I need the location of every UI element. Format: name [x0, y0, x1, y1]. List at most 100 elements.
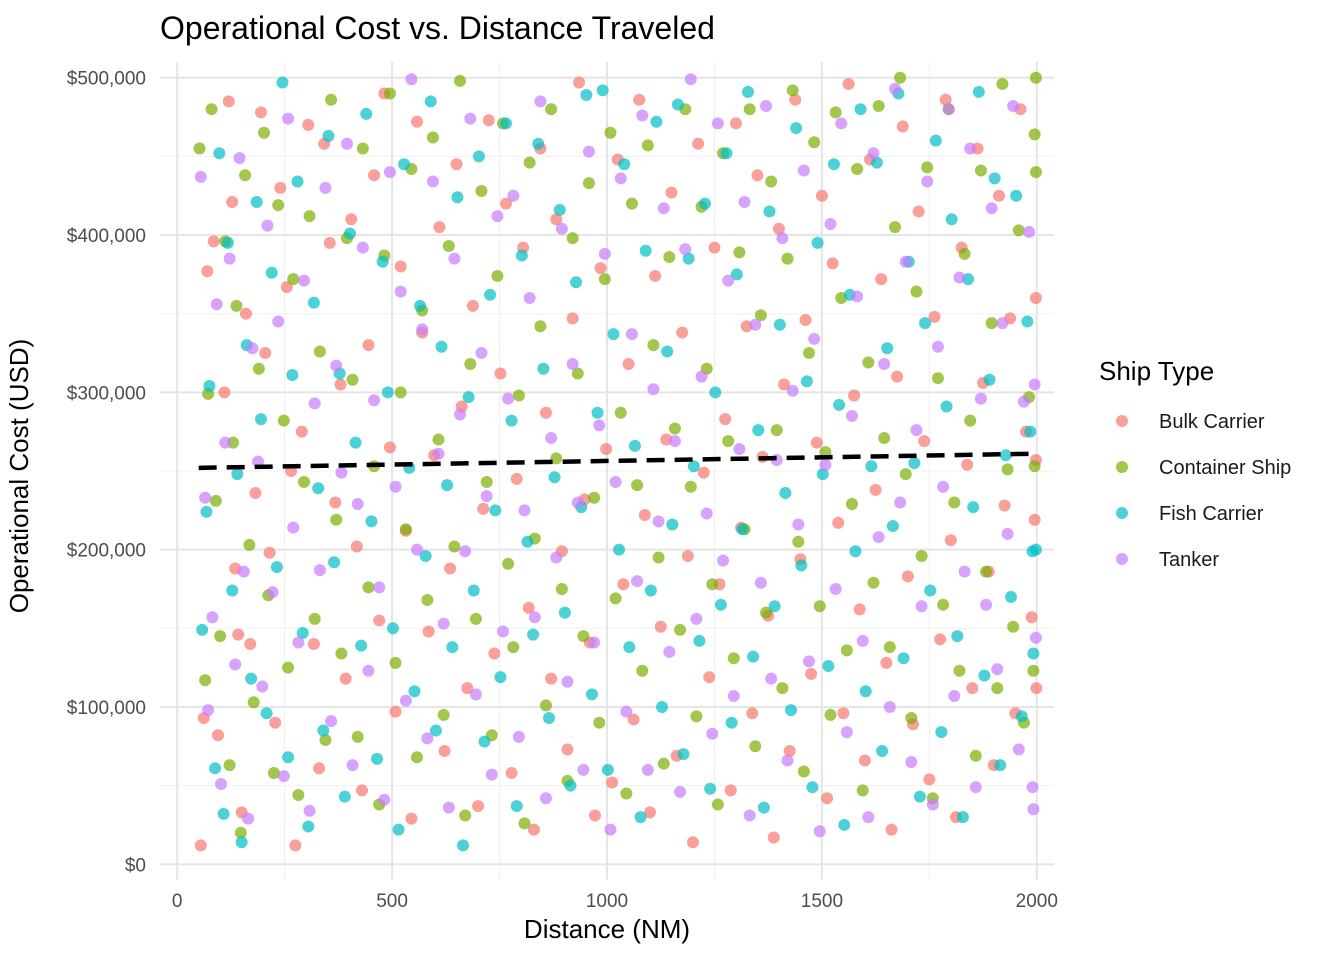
data-point	[1001, 463, 1014, 476]
data-point	[816, 468, 829, 481]
data-point	[727, 689, 740, 702]
data-point	[724, 784, 737, 797]
data-point	[988, 172, 1001, 185]
data-point	[378, 793, 391, 806]
data-point	[692, 137, 705, 150]
data-point	[994, 759, 1007, 772]
data-point	[330, 359, 343, 372]
data-point	[1029, 291, 1042, 304]
data-point	[663, 251, 676, 264]
data-point	[555, 582, 568, 595]
data-point	[1029, 71, 1042, 84]
data-point	[564, 779, 577, 792]
data-point	[749, 318, 762, 331]
data-point	[604, 823, 617, 836]
data-point	[515, 249, 528, 262]
data-point	[985, 317, 998, 330]
data-point	[287, 521, 300, 534]
data-point	[647, 339, 660, 352]
data-point	[876, 745, 889, 758]
data-point	[795, 559, 808, 572]
data-point	[829, 582, 842, 595]
data-point	[686, 836, 699, 849]
data-point	[438, 745, 451, 758]
data-point	[679, 243, 692, 256]
data-point	[983, 373, 996, 386]
data-point	[833, 398, 846, 411]
data-point	[1017, 395, 1030, 408]
data-point	[1012, 224, 1025, 237]
data-point	[618, 158, 631, 171]
data-point	[223, 759, 236, 772]
data-point	[482, 114, 495, 127]
data-point	[196, 623, 209, 636]
data-point	[627, 713, 640, 726]
data-point	[362, 581, 375, 594]
data-point	[752, 424, 765, 437]
y-tick-label: $100,000	[67, 698, 146, 719]
legend-label: Tanker	[1159, 549, 1219, 571]
data-point	[942, 103, 955, 116]
data-point	[255, 413, 268, 426]
data-point	[339, 672, 352, 685]
data-point	[484, 288, 497, 301]
data-point	[274, 181, 287, 194]
data-point	[394, 260, 407, 273]
data-point	[201, 265, 214, 278]
legend-item: Container Ship	[1116, 457, 1291, 479]
data-point	[459, 545, 472, 558]
data-point	[1027, 803, 1040, 816]
data-point	[676, 326, 689, 339]
data-point	[308, 397, 321, 410]
data-point	[991, 682, 1004, 695]
data-point	[815, 189, 828, 202]
data-point	[865, 460, 878, 473]
data-point	[797, 765, 810, 778]
data-point	[783, 745, 796, 758]
data-point	[720, 147, 733, 160]
data-point	[446, 641, 459, 654]
data-point	[663, 645, 676, 658]
data-point	[704, 782, 717, 795]
data-point	[233, 151, 246, 164]
data-point	[609, 592, 622, 605]
data-point	[202, 704, 215, 717]
data-point	[974, 392, 987, 405]
data-point	[604, 126, 617, 139]
data-point	[221, 236, 234, 249]
data-point	[534, 95, 547, 108]
data-point	[319, 733, 332, 746]
data-point	[810, 436, 823, 449]
data-point	[931, 372, 944, 385]
data-point	[360, 107, 373, 120]
data-point	[835, 117, 848, 130]
data-point	[894, 496, 907, 509]
data-point	[958, 565, 971, 578]
data-point	[985, 202, 998, 215]
data-point	[368, 394, 381, 407]
data-point	[437, 708, 450, 721]
data-point	[362, 339, 375, 352]
data-point	[422, 625, 435, 638]
x-tick-label: 0	[172, 891, 183, 912]
data-point	[448, 252, 461, 265]
data-point	[215, 778, 228, 791]
data-point	[636, 109, 649, 122]
data-point	[848, 389, 861, 402]
data-point	[1028, 513, 1041, 526]
data-point	[312, 482, 325, 495]
data-point	[738, 196, 751, 209]
data-point	[392, 823, 405, 836]
data-point	[639, 244, 652, 257]
data-point	[601, 763, 614, 776]
data-point	[510, 800, 523, 813]
data-point	[269, 716, 282, 729]
data-point	[199, 491, 212, 504]
data-point	[242, 812, 255, 825]
data-point	[790, 122, 803, 135]
data-point	[462, 391, 475, 404]
data-point	[571, 367, 584, 380]
data-point	[711, 117, 724, 130]
data-point	[1027, 647, 1040, 660]
data-point	[644, 584, 657, 597]
